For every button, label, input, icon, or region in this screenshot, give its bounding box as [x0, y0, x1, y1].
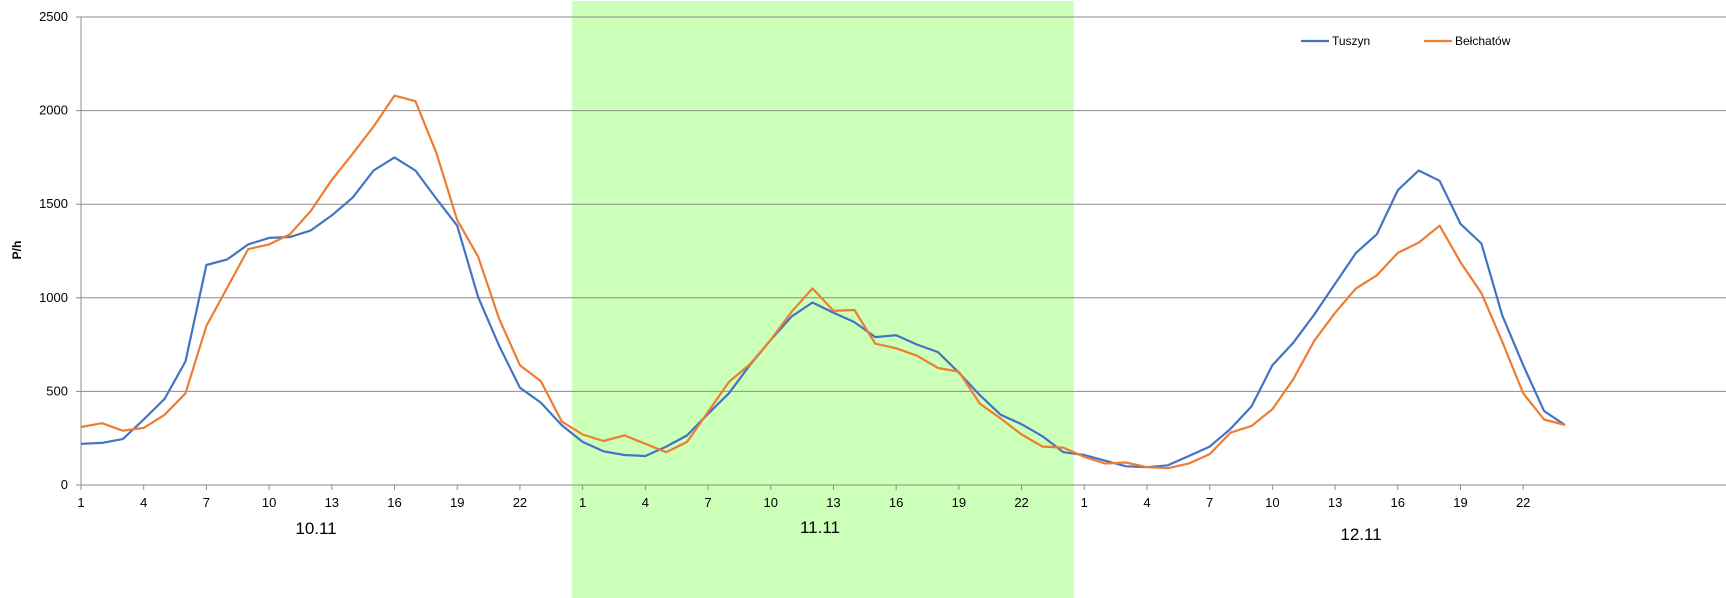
series-line — [80, 94, 1566, 470]
y-tick-label: 0 — [61, 477, 68, 492]
x-tick-label: 22 — [513, 495, 527, 510]
x-tick-label: 16 — [889, 495, 903, 510]
series-line — [80, 156, 1566, 469]
x-tick-label: 10 — [1265, 495, 1279, 510]
y-axis-ticks: 0 500 1000 1500 2000 2500 — [39, 9, 81, 492]
x-tick-label: 22 — [1516, 495, 1530, 510]
x-axis-ticks: 1 4 7 10 13 16 19 22 1 4 7 10 13 16 19 22 1 4 7 10 13 16 19 22 — [77, 485, 1530, 510]
x-tick-label: 4 — [140, 495, 147, 510]
x-tick-label: 13 — [325, 495, 339, 510]
x-tick-label: 7 — [1206, 495, 1213, 510]
y-axis-label: P/h — [10, 241, 24, 260]
x-tick-label: 13 — [826, 495, 840, 510]
x-tick-label: 13 — [1328, 495, 1342, 510]
x-tick-label: 19 — [952, 495, 966, 510]
legend-entry: Tuszyn — [1332, 34, 1370, 48]
series-lines — [80, 94, 1566, 470]
x-tick-label: 1 — [579, 495, 586, 510]
legend: Tuszyn Bełchatów — [1301, 34, 1511, 48]
x-tick-label: 19 — [1453, 495, 1467, 510]
day-label: 10.11 — [295, 519, 336, 538]
legend-entry: Bełchatów — [1455, 34, 1511, 48]
day-label: 12.11 — [1340, 525, 1381, 544]
x-tick-label: 4 — [1143, 495, 1150, 510]
y-tick-label: 500 — [46, 383, 68, 398]
x-tick-label: 7 — [704, 495, 711, 510]
x-tick-label: 16 — [387, 495, 401, 510]
x-tick-label: 4 — [642, 495, 649, 510]
x-tick-label: 1 — [77, 495, 84, 510]
x-tick-label: 16 — [1391, 495, 1405, 510]
y-tick-label: 2000 — [39, 103, 68, 118]
x-tick-label: 19 — [450, 495, 464, 510]
day-label: 11.11 — [800, 518, 840, 537]
y-tick-label: 2500 — [39, 9, 68, 24]
day-labels: 10.11 11.11 12.11 — [295, 518, 1381, 544]
x-tick-label: 10 — [262, 495, 276, 510]
x-tick-label: 22 — [1014, 495, 1028, 510]
y-tick-label: 1500 — [39, 196, 68, 211]
x-tick-label: 1 — [1081, 495, 1088, 510]
x-tick-label: 10 — [764, 495, 778, 510]
y-tick-label: 1000 — [39, 290, 68, 305]
x-tick-label: 7 — [203, 495, 210, 510]
